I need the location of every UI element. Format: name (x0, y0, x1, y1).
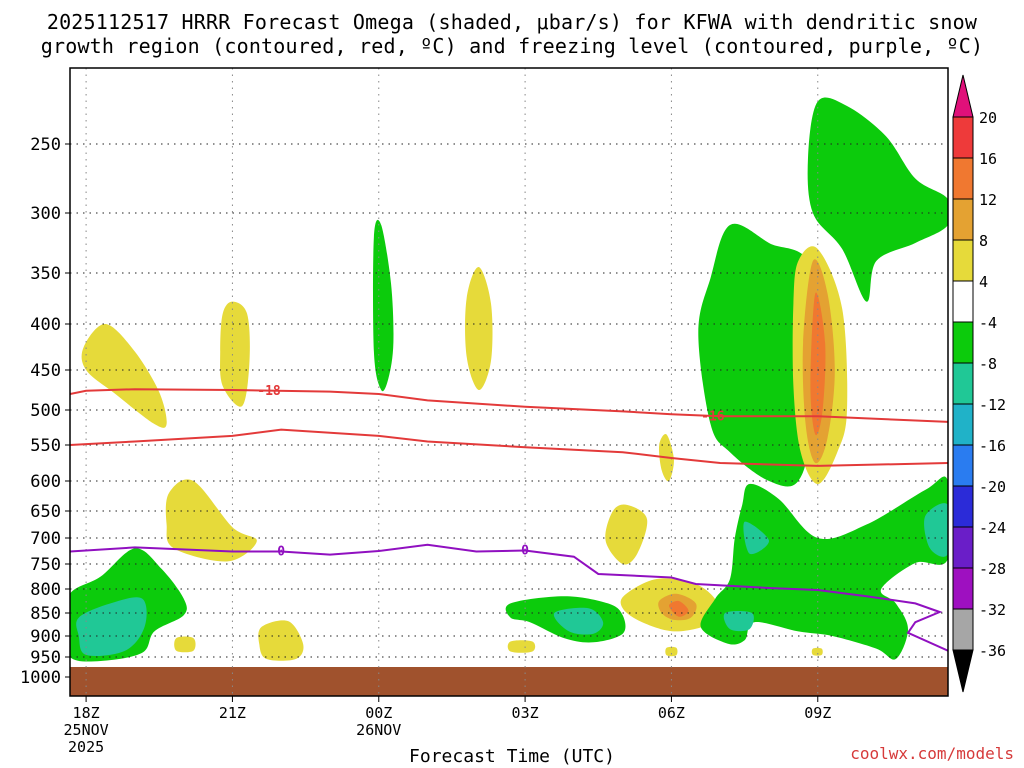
terrain-ground-bar (70, 667, 948, 696)
colorbar-label-6: -8 (979, 355, 997, 373)
omega-region-0 (81, 323, 167, 428)
y-tick-label-900: 900 (30, 627, 61, 647)
colorbar-label-4: 4 (979, 273, 988, 291)
x-tick-label-06Z: 06Z (658, 704, 685, 722)
freezing-level-contour (70, 543, 948, 652)
colorbar-bottom-arrow (952, 649, 974, 693)
plot-frame (69, 67, 949, 697)
y-tick-label-500: 500 (30, 401, 61, 421)
colorbar-bin-10 (952, 526, 974, 569)
y-tick-label-700: 700 (30, 529, 61, 549)
y-tick-label-850: 850 (30, 604, 61, 624)
colorbar-label-8: -16 (979, 437, 1006, 455)
credit-text: coolwx.com/models (850, 744, 1014, 763)
dgz-label-upper-2: -16 (701, 409, 725, 424)
omega-region-11 (605, 504, 648, 565)
omega-region-23 (258, 620, 304, 661)
x-tick-label-09Z: 09Z (804, 704, 831, 722)
colorbar-bin-7 (952, 403, 974, 446)
x-tick-date-00Z: 26NOV (356, 721, 401, 739)
colorbar-bin-6 (952, 362, 974, 405)
colorbar-label-12: -32 (979, 601, 1006, 619)
y-tick-label-400: 400 (30, 315, 61, 335)
colorbar-top-arrow (952, 74, 974, 118)
omega-region-2 (373, 219, 394, 392)
freezing-label-1: 0 (277, 545, 285, 560)
colorbar-label-1: 16 (979, 150, 997, 168)
colorbar-bin-12 (952, 608, 974, 651)
y-tick-label-950: 950 (30, 648, 61, 668)
colorbar-label-3: 8 (979, 232, 988, 250)
omega-region-22 (723, 610, 754, 632)
colorbar-bin-5 (952, 321, 974, 364)
omega-region-8 (810, 292, 826, 436)
y-tick-label-300: 300 (30, 204, 61, 224)
x-tick-label-00Z: 00Z (365, 704, 392, 722)
colorbar-bin-8 (952, 444, 974, 487)
omega-region-5 (698, 223, 816, 487)
y-tick-label-550: 550 (30, 436, 61, 456)
colorbar-bin-1 (952, 157, 974, 200)
grid-lines (70, 68, 948, 696)
omega-region-21 (743, 521, 770, 555)
colorbar-label-2: 12 (979, 191, 997, 209)
y-tick-label-800: 800 (30, 580, 61, 600)
colorbar-label-10: -24 (979, 519, 1006, 537)
y-tick-label-450: 450 (30, 361, 61, 381)
x-tick-date-18Z: 25NOV (64, 721, 109, 739)
contour-layer: -18 -16 0 0 (70, 384, 948, 652)
x-tick-label-03Z: 03Z (512, 704, 539, 722)
colorbar-bin-4 (952, 280, 974, 323)
omega-region-10 (165, 479, 257, 562)
y-tick-label-750: 750 (30, 555, 61, 575)
omega-region-19 (700, 476, 948, 660)
x-axis-title: Forecast Time (UTC) (409, 746, 615, 767)
omega-region-26 (665, 646, 678, 657)
chart-title-line-2: growth region (contoured, red, ºC) and f… (40, 34, 984, 58)
x-tick-year-18Z: 2025 (68, 738, 104, 756)
y-tick-label-250: 250 (30, 135, 61, 155)
omega-region-4 (807, 97, 948, 302)
omega-shading-layer (70, 97, 948, 662)
colorbar-label-5: -4 (979, 314, 997, 332)
colorbar-bin-9 (952, 485, 974, 528)
omega-region-18 (669, 600, 689, 617)
chart-title-line-1: 2025112517 HRRR Forecast Omega (shaded, … (46, 10, 978, 34)
y-tick-label-350: 350 (30, 264, 61, 284)
omega-region-15 (553, 607, 604, 635)
omega-region-1 (220, 301, 250, 407)
y-tick-label-650: 650 (30, 502, 61, 522)
colorbar-label-11: -28 (979, 560, 1006, 578)
dgz-contour-lower (70, 428, 948, 467)
omega-region-24 (174, 636, 196, 653)
y-axis: 250 300 350 400 450 500 550 600 650 700 750 800 850 9… (20, 135, 70, 688)
y-tick-label-600: 600 (30, 472, 61, 492)
dgz-contour-upper (70, 388, 948, 423)
colorbar-label-9: -20 (979, 478, 1006, 496)
omega-region-13 (76, 597, 147, 656)
omega-region-20 (924, 503, 948, 557)
omega-region-27 (811, 647, 823, 656)
colorbar-label-7: -12 (979, 396, 1006, 414)
colorbar-bin-2 (952, 198, 974, 241)
colorbar-label-0: 20 (979, 109, 997, 127)
colorbar: 20 16 12 8 4 -4 -8 -12 -16 -20 -24 -28 -32 -36 (952, 74, 1006, 693)
dgz-label-upper: -18 (257, 384, 281, 399)
x-tick-label-18Z: 18Z (73, 704, 100, 722)
freezing-label-2: 0 (521, 543, 529, 558)
omega-region-25 (507, 640, 536, 653)
colorbar-label-13: -36 (979, 642, 1006, 660)
colorbar-bin-3 (952, 239, 974, 282)
colorbar-bin-11 (952, 567, 974, 610)
colorbar-bin-0 (952, 116, 974, 159)
y-tick-label-1000: 1000 (20, 668, 61, 688)
x-tick-label-21Z: 21Z (219, 704, 246, 722)
omega-region-3 (465, 266, 493, 391)
